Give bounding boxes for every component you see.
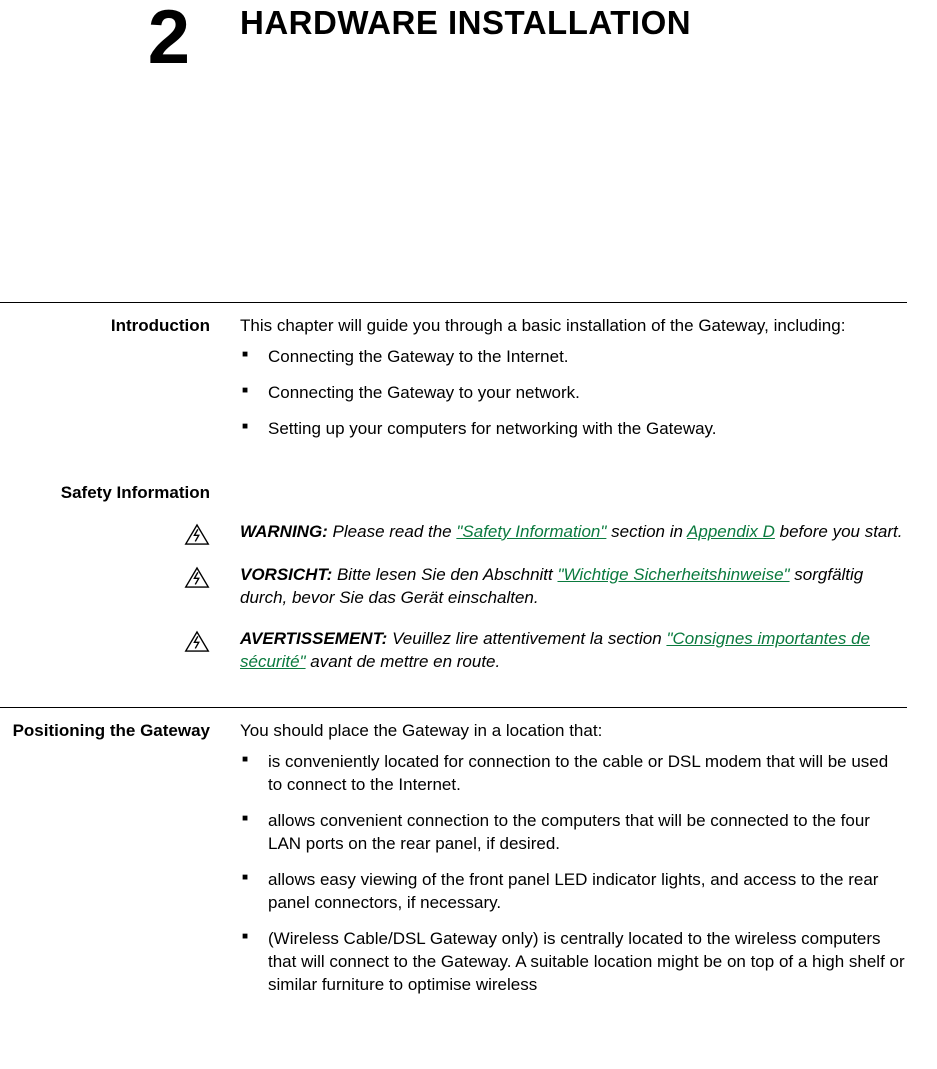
warning-icon: [184, 523, 210, 546]
list-item: allows easy viewing of the front panel L…: [240, 869, 907, 915]
chapter-number: 2: [0, 0, 220, 76]
safety-information-link[interactable]: "Safety Information": [456, 522, 606, 541]
warning-icon: [184, 630, 210, 653]
chapter-title: HARDWARE INSTALLATION: [240, 0, 907, 76]
list-item: (Wireless Cable/DSL Gateway only) is cen…: [240, 928, 907, 997]
divider: [0, 707, 907, 708]
positioning-lead: You should place the Gateway in a locati…: [240, 720, 907, 743]
positioning-bullets: is conveniently located for connection t…: [240, 751, 907, 996]
warning-label: WARNING:: [240, 522, 328, 541]
warning-label: VORSICHT:: [240, 565, 332, 584]
warning-text: WARNING: Please read the "Safety Informa…: [240, 521, 907, 546]
introduction-heading: Introduction: [0, 315, 210, 338]
warning-text: AVERTISSEMENT: Veuillez lire attentiveme…: [240, 628, 907, 674]
list-item: Connecting the Gateway to the Internet.: [240, 346, 907, 369]
warning-text: VORSICHT: Bitte lesen Sie den Abschnitt …: [240, 564, 907, 610]
divider: [0, 302, 907, 303]
list-item: Setting up your computers for networking…: [240, 418, 907, 441]
warning-label: AVERTISSEMENT:: [240, 629, 387, 648]
positioning-heading: Positioning the Gateway: [0, 720, 210, 743]
safety-heading: Safety Information: [0, 482, 210, 505]
sicherheitshinweise-link[interactable]: "Wichtige Sicherheitshinweise": [557, 565, 789, 584]
list-item: Connecting the Gateway to your network.: [240, 382, 907, 405]
introduction-lead: This chapter will guide you through a ba…: [240, 315, 907, 338]
appendix-d-link[interactable]: Appendix D: [687, 522, 775, 541]
warning-icon: [184, 566, 210, 589]
introduction-bullets: Connecting the Gateway to the Internet. …: [240, 346, 907, 441]
list-item: allows convenient connection to the comp…: [240, 810, 907, 856]
list-item: is conveniently located for connection t…: [240, 751, 907, 797]
